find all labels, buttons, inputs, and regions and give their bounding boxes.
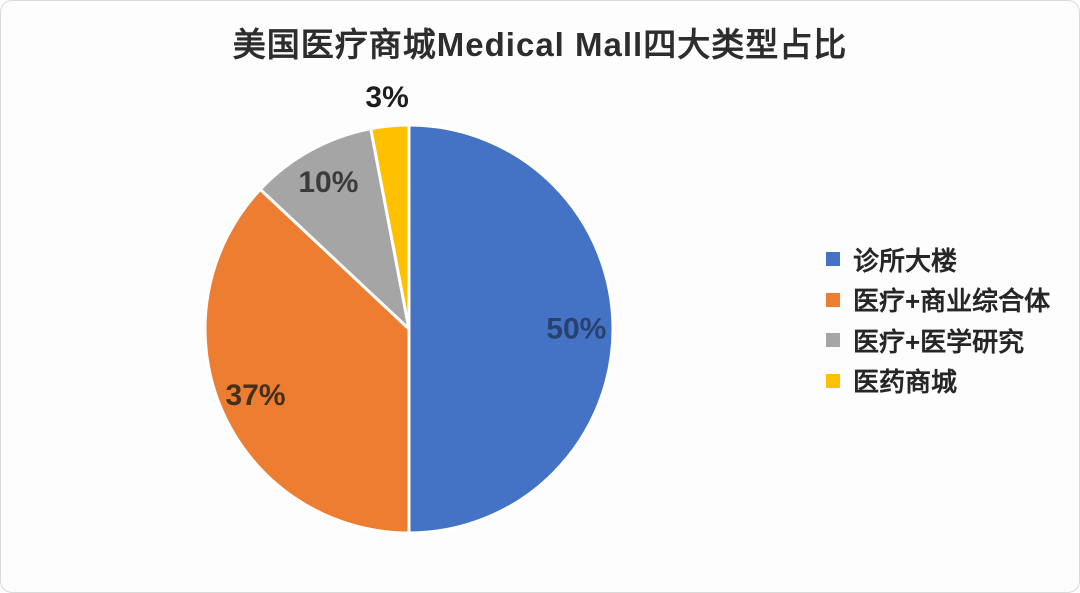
legend-marker xyxy=(826,333,840,348)
legend-label: 医疗+医学研究 xyxy=(853,326,1025,357)
pie-data-label: 37% xyxy=(225,379,285,412)
legend-label: 医药商城 xyxy=(853,367,958,398)
legend-label: 诊所大楼 xyxy=(853,245,958,276)
pie-data-label: 10% xyxy=(298,166,358,199)
legend: 诊所大楼医疗+商业综合体 医疗+医学研究 医药商城 xyxy=(826,239,1050,401)
legend-label: 医疗+商业综合体 xyxy=(853,286,1051,317)
pie-slice-4 xyxy=(369,123,411,331)
chart-title: 美国医疗商城Medical Mall四大类型占比 xyxy=(232,26,848,63)
pie-slice-1 xyxy=(407,123,615,535)
legend-marker xyxy=(826,373,840,388)
pie-data-label: 3% xyxy=(365,81,408,114)
legend-item: 医药商城 xyxy=(826,361,1050,402)
legend-marker xyxy=(826,252,840,267)
legend-marker xyxy=(826,292,840,307)
legend-item: 医疗+医学研究 xyxy=(826,320,1050,361)
pie-data-label: 50% xyxy=(546,313,606,346)
pie-slice-2 xyxy=(203,187,411,535)
legend-item: 医疗+商业综合体 xyxy=(826,280,1050,321)
legend-item: 诊所大楼 xyxy=(826,239,1050,280)
pie-slice-3 xyxy=(258,127,411,331)
